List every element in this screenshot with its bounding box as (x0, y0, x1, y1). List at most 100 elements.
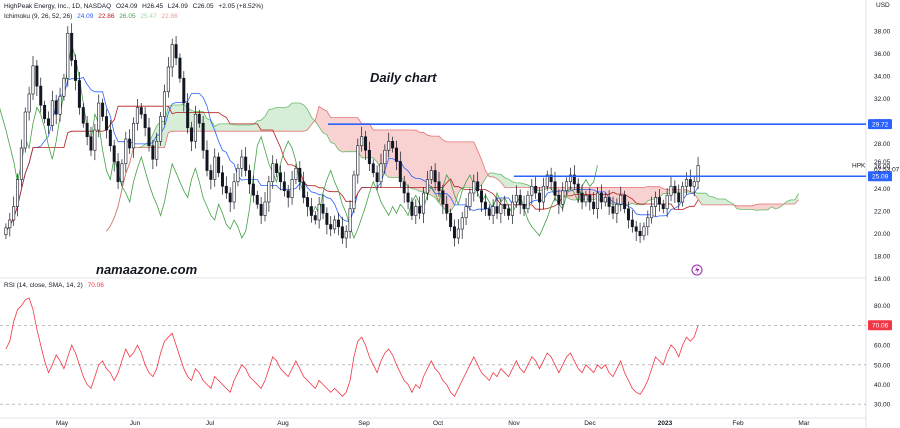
candle-body (340, 226, 344, 239)
rsi-tick-label: 60.00 (874, 343, 891, 350)
lightning-event-icon[interactable] (691, 264, 703, 276)
candle-body (4, 227, 8, 235)
cloud-segment (744, 205, 749, 210)
candle-body (572, 174, 576, 185)
candle-body (263, 201, 267, 216)
candle-body (387, 140, 391, 151)
price-tick-label: 28.00 (874, 141, 891, 148)
candle-body (545, 174, 549, 187)
time-tick-label: Jul (206, 420, 215, 427)
cloud-segment (241, 125, 246, 132)
ichimoku-legend[interactable]: Ichimoku (9, 26, 52, 26) 24.09 22.86 26.… (4, 13, 181, 20)
price-axis[interactable]: 38.0036.0034.0032.0030.0028.0026.0024.00… (874, 2, 891, 283)
price-tick-label: 16.00 (874, 276, 891, 283)
candle-body (599, 192, 603, 203)
candle-body (499, 203, 503, 214)
level-low-label-box (868, 171, 892, 182)
conversion-line (5, 76, 699, 232)
cloud-segment (763, 204, 768, 210)
candle-body (93, 129, 97, 151)
cloud-segment (288, 103, 293, 132)
cloud-segment (698, 193, 702, 205)
candle-body (534, 185, 538, 194)
candle-body (626, 208, 630, 221)
candle-body (155, 140, 159, 160)
candle-body (603, 197, 607, 203)
cloud-segment (319, 106, 323, 133)
candle-body (491, 206, 495, 216)
candle-body (162, 91, 166, 117)
candle-body (460, 217, 464, 230)
rsi-pane (0, 297, 866, 405)
candle-body (166, 66, 170, 93)
cloud-segment (504, 177, 509, 188)
candle-body (139, 107, 143, 115)
candle-body (89, 136, 93, 151)
rsi-tick-label: 40.00 (874, 382, 891, 389)
candle-body (518, 194, 522, 205)
candle-body (596, 192, 600, 210)
candle-body (147, 127, 151, 147)
candle-body (170, 44, 174, 68)
ohlc-high: H26.45 (142, 3, 164, 10)
cloud-segment (172, 104, 177, 132)
cloud-segment (454, 141, 459, 206)
level-high-label: 29.72 (872, 122, 889, 129)
candle-body (66, 32, 70, 79)
time-tick-label: Jun (130, 420, 141, 427)
cloud-segment (315, 106, 320, 127)
cloud-segment (628, 187, 633, 205)
candle-body (271, 163, 275, 183)
time-tick-label: Aug (277, 420, 289, 427)
candle-body (483, 201, 487, 210)
candle-body (74, 59, 78, 81)
rsi-legend[interactable]: RSI (14, close, SMA, 14, 2) 70.06 (4, 282, 107, 289)
price-tick-label: 22.00 (874, 209, 891, 216)
rsi-name: RSI (14, close, SMA, 14, 2) (4, 282, 83, 289)
candle-body (418, 206, 422, 214)
cloud-segment (497, 173, 501, 182)
symbol-header: HighPeak Energy, Inc., 1D, NASDAQ O24.09… (4, 3, 266, 10)
candle-body (27, 93, 31, 113)
candle-body (360, 136, 364, 147)
rsi-line (5, 297, 699, 397)
cloud-segment (261, 116, 265, 132)
candle-body (452, 226, 456, 239)
candle-body (468, 192, 472, 207)
ichimoku-leadB-value: 22.86 (161, 13, 178, 20)
candle-body (456, 228, 460, 239)
candle-body (379, 163, 383, 183)
candle-body (217, 156, 221, 174)
candle-body (128, 138, 132, 149)
candle-body (371, 163, 375, 174)
candle-body (681, 185, 685, 203)
candle-body (623, 194, 627, 210)
ichimoku-name: Ichimoku (9, 26, 52, 26) (4, 13, 73, 20)
time-axis[interactable]: May Jun Jul Aug Sep Oct Nov Dec 2023 Feb Mar (56, 420, 811, 427)
rsi-tick-label: 30.00 (874, 402, 891, 409)
cloud-segment (272, 107, 277, 132)
candle-body (472, 181, 476, 194)
cloud-segment (307, 109, 312, 130)
ticker-label: HPK (852, 162, 866, 169)
cloud-segment (767, 204, 772, 210)
time-tick-label: Dec (584, 420, 596, 427)
price-tick-label: 18.00 (874, 254, 891, 261)
candle-body (12, 206, 16, 221)
cloud-segment (725, 198, 729, 205)
candle-body (120, 163, 124, 183)
cloud-segment (176, 104, 180, 132)
cloud-segment (512, 181, 517, 188)
cloud-segment (323, 109, 327, 135)
cloud-segment (740, 205, 745, 210)
candle-body (538, 192, 542, 203)
candle-body (209, 170, 213, 180)
cloud-segment (794, 193, 799, 205)
price-tick-label: 32.00 (874, 96, 891, 103)
ichimoku-base-value: 22.86 (98, 13, 115, 20)
cloud-segment (334, 117, 339, 151)
candle-body (62, 77, 66, 97)
